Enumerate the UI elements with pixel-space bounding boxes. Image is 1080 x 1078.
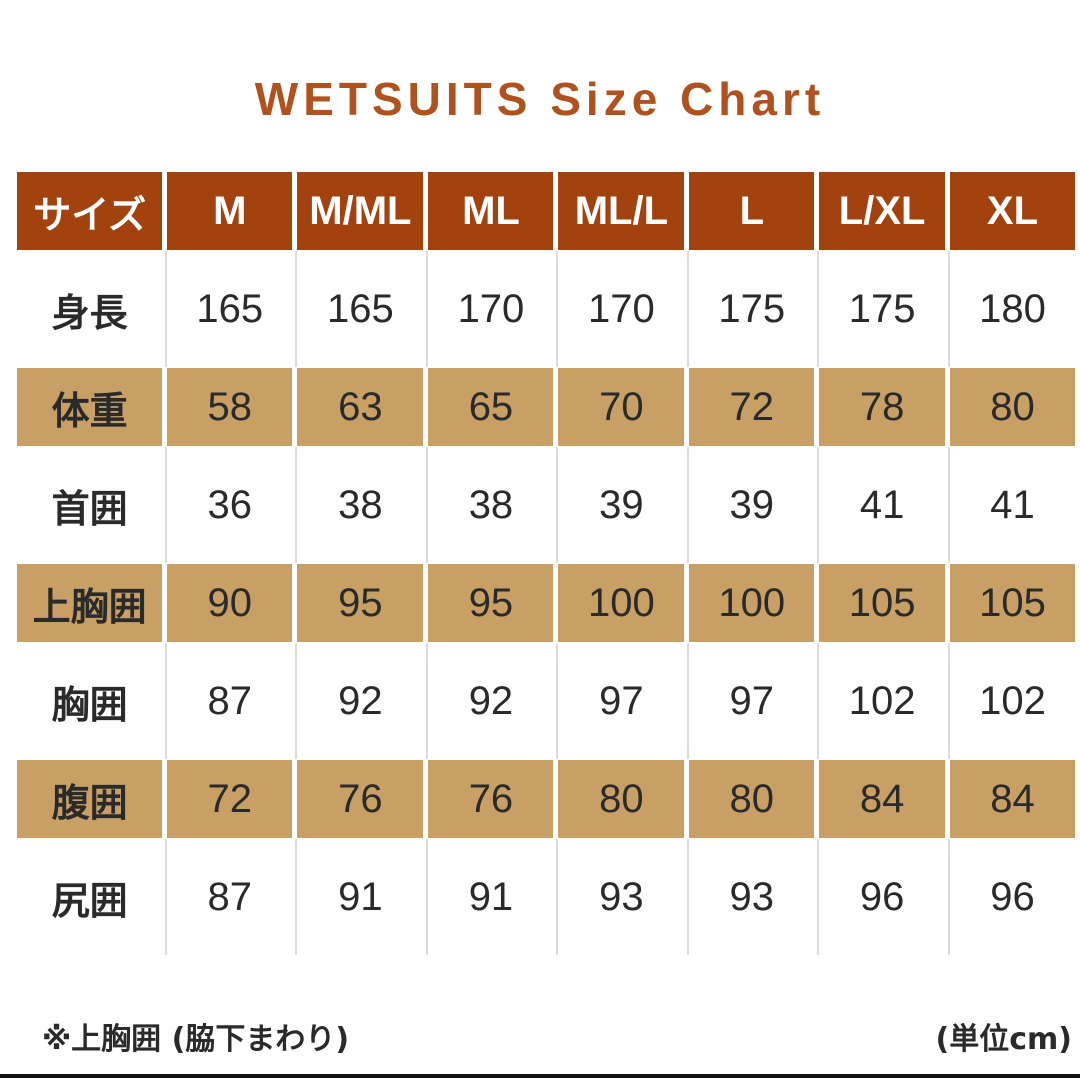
row-label: 上胸囲 [17,564,163,642]
row-label: 体重 [17,368,163,446]
table-cell: 165 [167,250,293,368]
table-cell: 92 [297,642,424,760]
table-cell: 100 [689,564,815,642]
header-size-l: L [689,172,815,250]
table-cell: 58 [167,368,293,446]
header-size-m: M [167,172,293,250]
header-size-ml: ML [428,172,554,250]
table-row: 身長 165 165 170 170 175 175 180 [17,250,1075,368]
header-size-ml-l: ML/L [558,172,685,250]
row-label: 首囲 [17,446,163,564]
table-row: 首囲 36 38 38 39 39 41 41 [17,446,1075,564]
table-cell: 87 [167,642,293,760]
table-row: 胸囲 87 92 92 97 97 102 102 [17,642,1075,760]
table-cell: 93 [558,838,685,956]
table-cell: 93 [689,838,815,956]
table-cell: 84 [949,760,1075,838]
unit-note: (単位cm) [935,1022,1072,1057]
table-cell: 72 [167,760,293,838]
row-label: 胸囲 [17,642,163,760]
table-cell: 105 [949,564,1075,642]
header-size-l-xl: L/XL [819,172,945,250]
table-cell: 80 [689,760,815,838]
table-row: 尻囲 87 91 91 93 93 96 96 [17,838,1075,956]
table-cell: 80 [949,368,1075,446]
table-cell: 38 [297,446,424,564]
table-cell: 39 [689,446,815,564]
footnote: ※上胸囲 (脇下まわり) [42,1022,350,1057]
table-cell: 72 [689,368,815,446]
table-cell: 170 [428,250,554,368]
table-cell: 175 [819,250,945,368]
table-cell: 78 [819,368,945,446]
table-cell: 87 [167,838,293,956]
row-label: 尻囲 [17,838,163,956]
table-cell: 76 [428,760,554,838]
table-cell: 95 [297,564,424,642]
table-row: 上胸囲 90 95 95 100 100 105 105 [17,564,1075,642]
table-cell: 175 [689,250,815,368]
table-cell: 102 [819,642,945,760]
table-cell: 84 [819,760,945,838]
row-label: 身長 [17,250,163,368]
header-size-label: サイズ [17,172,163,250]
header-size-xl: XL [949,172,1075,250]
table-cell: 92 [428,642,554,760]
header-size-m-ml: M/ML [297,172,424,250]
table-cell: 90 [167,564,293,642]
table-cell: 39 [558,446,685,564]
row-label: 腹囲 [17,760,163,838]
table-cell: 80 [558,760,685,838]
table-cell: 170 [558,250,685,368]
table-cell: 91 [428,838,554,956]
table-cell: 100 [558,564,685,642]
chart-title: WETSUITS Size Chart [254,73,826,125]
table-cell: 97 [689,642,815,760]
table-cell: 36 [167,446,293,564]
table-cell: 65 [428,368,554,446]
table-cell: 180 [949,250,1075,368]
table-cell: 97 [558,642,685,760]
table-cell: 70 [558,368,685,446]
table-cell: 96 [949,838,1075,956]
table-cell: 102 [949,642,1075,760]
table-row: 腹囲 72 76 76 80 80 84 84 [17,760,1075,838]
table-cell: 63 [297,368,424,446]
table-cell: 95 [428,564,554,642]
table-cell: 76 [297,760,424,838]
divider [0,1074,1080,1078]
table-cell: 105 [819,564,945,642]
table-cell: 41 [819,446,945,564]
table-cell: 41 [949,446,1075,564]
table-cell: 91 [297,838,424,956]
header-row: サイズ M M/ML ML ML/L L L/XL XL [17,172,1075,250]
table-cell: 96 [819,838,945,956]
table-cell: 165 [297,250,424,368]
table-row: 体重 58 63 65 70 72 78 80 [17,368,1075,446]
size-table: サイズ M M/ML ML ML/L L L/XL XL 身長 165 165 170 170 175 1… [12,172,1080,956]
table-cell: 38 [428,446,554,564]
